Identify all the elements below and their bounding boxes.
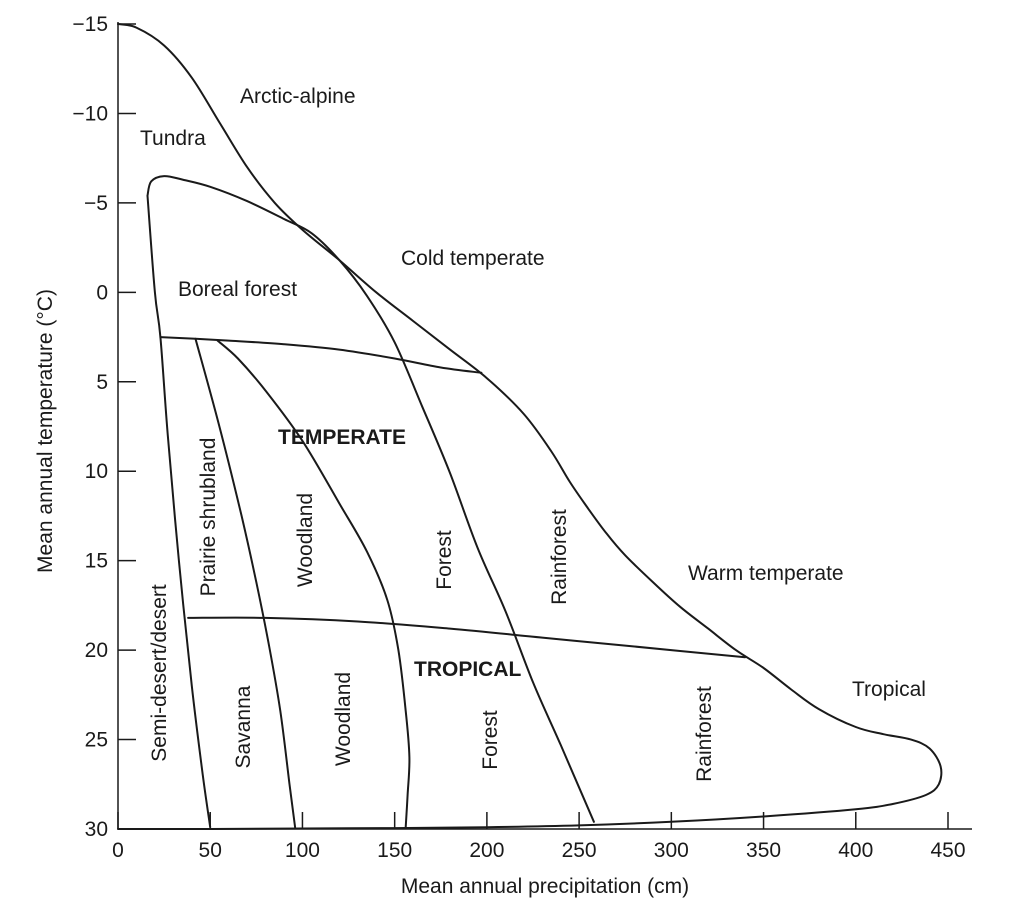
x-tick-label: 450 [930, 839, 965, 862]
axes: 0 50 100 150 200 250 300 350 400 450 −15 −10 −5 0 5 10… [34, 13, 972, 898]
x-ticks: 0 50 100 150 200 250 300 350 400 450 [112, 812, 966, 862]
boundary-outer [117, 23, 943, 831]
label-forest-temperate: Forest [433, 530, 456, 590]
boundary-tropical-top [187, 616, 747, 659]
y-ticks: −15 −10 −5 0 5 10 15 20 25 30 [72, 13, 136, 841]
label-cold-temperate: Cold temperate [401, 247, 545, 270]
label-savanna: Savanna [232, 685, 255, 768]
y-axis-label: Mean annual temperature (°C) [34, 289, 57, 573]
y-tick-label: −15 [72, 13, 108, 36]
x-tick-label: 400 [838, 839, 873, 862]
label-semi-desert: Semi-desert/desert [148, 584, 171, 762]
region-labels: Arctic-alpine Tundra Cold temperate Bore… [140, 85, 926, 782]
label-tropical-caps: TROPICAL [414, 658, 522, 681]
label-temperate: TEMPERATE [278, 426, 406, 449]
label-woodland-temperate: Woodland [294, 493, 317, 587]
x-tick-label: 150 [377, 839, 412, 862]
biome-boundaries [117, 23, 943, 831]
label-tropical: Tropical [852, 678, 926, 701]
label-warm-temperate: Warm temperate [688, 562, 844, 585]
y-tick-label: 10 [85, 460, 108, 483]
label-rainforest-temperate: Rainforest [548, 509, 571, 605]
boundary-temperate-top [159, 336, 483, 374]
label-boreal-forest: Boreal forest [178, 278, 297, 301]
label-forest-tropical: Forest [479, 710, 502, 770]
y-tick-label: 0 [96, 281, 108, 304]
label-tundra: Tundra [140, 127, 206, 150]
x-tick-label: 0 [112, 839, 124, 862]
x-axis-label: Mean annual precipitation (cm) [401, 875, 689, 898]
x-tick-label: 200 [469, 839, 504, 862]
y-tick-label: −5 [84, 192, 108, 215]
label-prairie-shrubland: Prairie shrubland [197, 438, 220, 597]
x-tick-label: 50 [199, 839, 222, 862]
boundary-boreal-left [146, 194, 212, 829]
boundary-boreal-upper [146, 175, 595, 823]
y-tick-label: 15 [85, 550, 108, 573]
x-tick-label: 100 [285, 839, 320, 862]
y-tick-label: 30 [85, 818, 108, 841]
boundary-prairie-woodland [194, 337, 297, 829]
y-tick-label: 25 [85, 729, 108, 752]
x-tick-label: 300 [654, 839, 689, 862]
label-rainforest-tropical: Rainforest [693, 686, 716, 782]
label-woodland-tropical: Woodland [332, 672, 355, 766]
y-tick-label: −10 [72, 102, 108, 125]
label-arctic-alpine: Arctic-alpine [240, 85, 356, 108]
x-tick-label: 250 [562, 839, 597, 862]
y-tick-label: 5 [96, 371, 108, 394]
boundary-woodland-forest [216, 339, 411, 829]
x-tick-label: 350 [746, 839, 781, 862]
y-tick-label: 20 [85, 639, 108, 662]
